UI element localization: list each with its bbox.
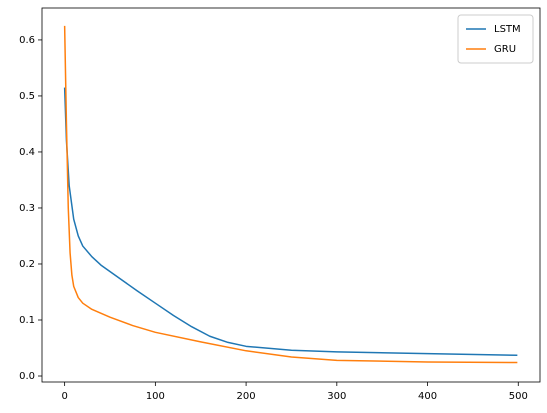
y-tick-label: 0.6 <box>19 35 35 46</box>
x-tick-label: 400 <box>418 391 437 402</box>
plot-frame <box>41 7 541 383</box>
y-tick-label: 0.2 <box>19 259 35 270</box>
legend: LSTM GRU <box>457 14 534 64</box>
line-series <box>63 25 518 364</box>
line-series <box>63 87 518 357</box>
y-tick-label: 0.3 <box>19 203 35 214</box>
y-tick-label: 0.1 <box>19 315 35 326</box>
x-tick-label: 200 <box>237 391 256 402</box>
x-tick-label: 0 <box>61 391 67 402</box>
x-tick-label: 300 <box>327 391 346 402</box>
legend-box <box>457 14 534 64</box>
legend-label: LSTM <box>494 24 521 35</box>
legend-label: GRU <box>494 44 516 55</box>
y-tick-label: 0.0 <box>19 371 35 382</box>
x-tick-label: 100 <box>146 391 165 402</box>
y-tick-label: 0.4 <box>19 147 35 158</box>
x-tick-label: 500 <box>509 391 528 402</box>
y-tick-label: 0.5 <box>19 91 35 102</box>
